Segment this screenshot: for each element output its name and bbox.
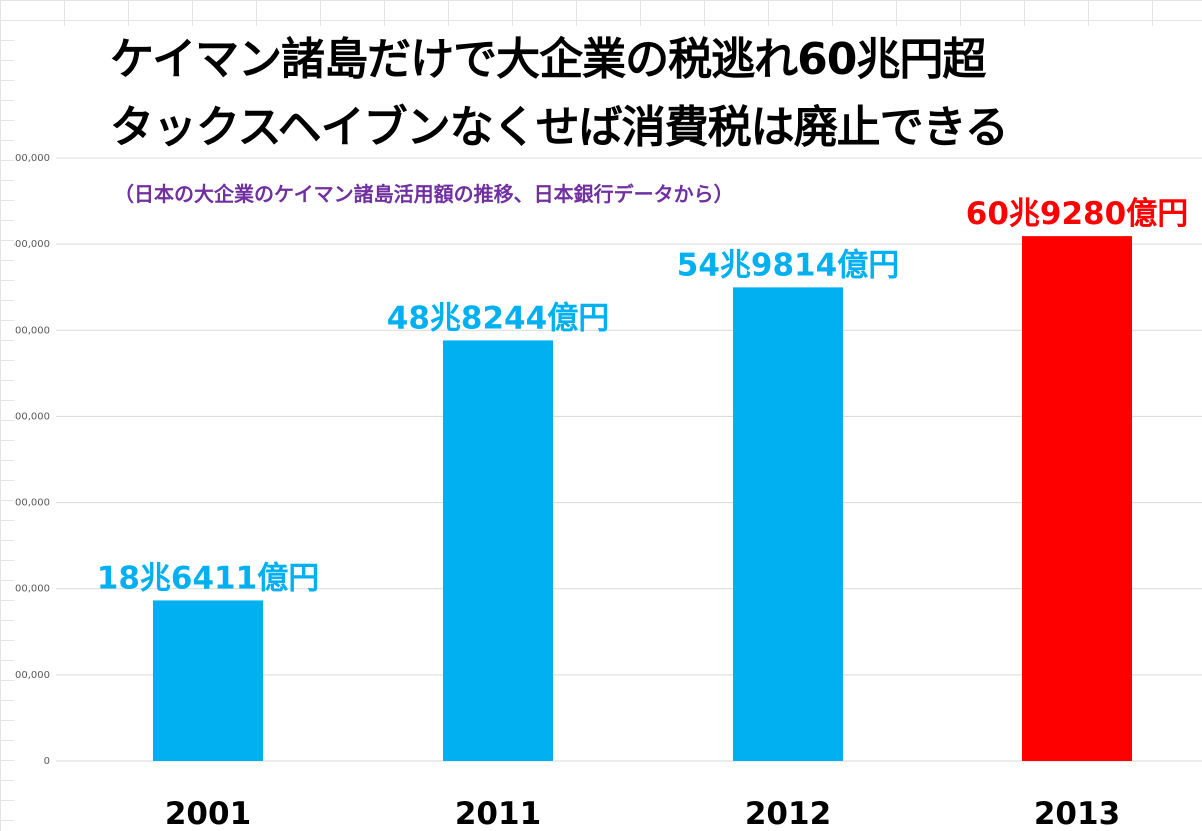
chart-title-line-1: ケイマン諸島だけで大企業の税逃れ60兆円超 [110, 34, 986, 85]
y-tick-label: 600,000 [14, 239, 50, 250]
y-tick-label: 100,000 [14, 670, 50, 681]
x-category-label-2013: 2013 [1034, 796, 1120, 831]
y-tick-label: 0 [44, 756, 50, 767]
x-axis-category-labels: 2001 2011 2012 2013 [165, 796, 1120, 831]
x-category-label-2011: 2011 [455, 796, 541, 831]
y-tick-label: 700,000 [14, 153, 50, 164]
data-label-2011: 48兆8244億円 [387, 300, 609, 336]
data-label-2013: 60兆9280億円 [966, 196, 1188, 232]
chart-area[interactable]: 0 100,000 200,000 300,000 400,000 500,000 600,… [14, 26, 1202, 831]
y-tick-label: 300,000 [14, 498, 50, 509]
chart-subtitle: （日本の大企業のケイマン諸島活用額の推移、日本銀行データから） [114, 182, 734, 206]
bar-chart: 0 100,000 200,000 300,000 400,000 500,000 600,… [14, 153, 1202, 831]
bar-2001[interactable] [153, 600, 263, 761]
y-tick-label: 400,000 [14, 411, 50, 422]
chart-title-line-2: タックスヘイブンなくせば消費税は廃止できる [110, 102, 1009, 153]
data-label-2001: 18兆6411億円 [97, 560, 319, 596]
x-category-label-2012: 2012 [745, 796, 831, 831]
y-tick-label: 200,000 [14, 584, 50, 595]
bar-2012[interactable] [733, 287, 843, 761]
y-tick-label: 500,000 [14, 325, 50, 336]
bar-2013[interactable] [1022, 236, 1132, 761]
bar-2011[interactable] [443, 340, 553, 761]
data-labels: 18兆6411億円 48兆8244億円 54兆9814億円 60兆9280億円 [97, 196, 1188, 596]
bars [153, 236, 1132, 761]
x-category-label-2001: 2001 [165, 796, 251, 831]
data-label-2012: 54兆9814億円 [677, 247, 899, 283]
y-axis-tick-labels: 0 100,000 200,000 300,000 400,000 500,000 600,… [14, 153, 50, 767]
